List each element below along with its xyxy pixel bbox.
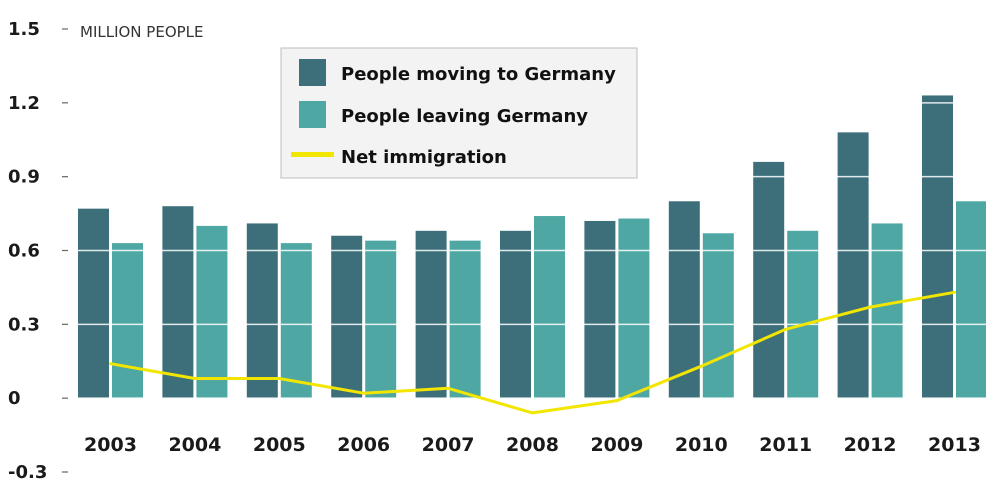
bar-leaving-2013 bbox=[956, 201, 986, 399]
bars-layer bbox=[78, 95, 986, 399]
bar-leaving-2010 bbox=[702, 233, 734, 399]
legend-box bbox=[280, 47, 638, 179]
bar-moving-2004 bbox=[162, 206, 194, 399]
x-axis: 2003 2004 2005 2006 2007 2008 2009 2010 2011 2012… bbox=[84, 434, 981, 456]
bar-moving-2013 bbox=[922, 95, 953, 399]
x-tick-label-2009: 2009 bbox=[590, 434, 643, 456]
legend: People moving to Germany People leaving … bbox=[280, 47, 638, 179]
bar-leaving-2006 bbox=[365, 240, 397, 399]
x-tick-label-2012: 2012 bbox=[844, 434, 897, 456]
legend-label-leaving: People leaving Germany bbox=[341, 106, 588, 127]
legend-swatch-net bbox=[291, 152, 334, 157]
y-axis: 1.5 1.2 0.9 0.6 0.3 0 -0.3 bbox=[8, 19, 68, 483]
legend-label-moving: People moving to Germany bbox=[341, 64, 616, 85]
y-tick-label-0: 0 bbox=[8, 388, 21, 409]
bar-leaving-2012 bbox=[871, 223, 903, 399]
y-tick-label-0.3: 0.3 bbox=[8, 314, 40, 335]
bar-leaving-2011 bbox=[787, 230, 819, 399]
y-tick-label-0.9: 0.9 bbox=[8, 167, 40, 188]
bar-moving-2012 bbox=[837, 132, 869, 399]
bar-moving-2011 bbox=[753, 161, 785, 399]
x-tick-label-2010: 2010 bbox=[675, 434, 728, 456]
legend-swatch-leaving bbox=[299, 101, 326, 128]
bar-moving-2007 bbox=[415, 230, 447, 399]
x-tick-label-2007: 2007 bbox=[422, 434, 475, 456]
y-tick-label-1.2: 1.2 bbox=[8, 93, 40, 114]
x-tick-label-2003: 2003 bbox=[84, 434, 137, 456]
bar-moving-2009 bbox=[584, 220, 616, 399]
y-tick-label-0.6: 0.6 bbox=[8, 241, 40, 262]
x-tick-label-2008: 2008 bbox=[506, 434, 559, 456]
x-tick-label-2013: 2013 bbox=[928, 434, 981, 456]
x-tick-label-2005: 2005 bbox=[253, 434, 306, 456]
bar-moving-2008 bbox=[500, 230, 531, 399]
bar-leaving-2005 bbox=[280, 243, 312, 399]
y-tick-label--0.3: -0.3 bbox=[8, 462, 47, 483]
legend-swatch-moving bbox=[299, 59, 326, 86]
legend-label-net: Net immigration bbox=[341, 147, 507, 168]
bar-leaving-2003 bbox=[112, 243, 143, 399]
x-tick-label-2011: 2011 bbox=[759, 434, 812, 456]
bar-leaving-2004 bbox=[196, 225, 228, 399]
bar-moving-2010 bbox=[668, 201, 700, 399]
y-tick-label-1.5: 1.5 bbox=[8, 19, 40, 40]
bar-moving-2003 bbox=[78, 208, 109, 399]
x-tick-label-2006: 2006 bbox=[337, 434, 390, 456]
bar-leaving-2007 bbox=[449, 240, 481, 399]
unit-label: MILLION PEOPLE bbox=[80, 23, 204, 41]
net-line-layer bbox=[109, 290, 956, 415]
net-immigration-line bbox=[109, 290, 956, 415]
bar-moving-2005 bbox=[246, 223, 278, 399]
bar-moving-2006 bbox=[331, 235, 363, 399]
x-tick-label-2004: 2004 bbox=[168, 434, 221, 456]
bar-leaving-2008 bbox=[534, 216, 565, 399]
bar-leaving-2009 bbox=[618, 218, 650, 399]
